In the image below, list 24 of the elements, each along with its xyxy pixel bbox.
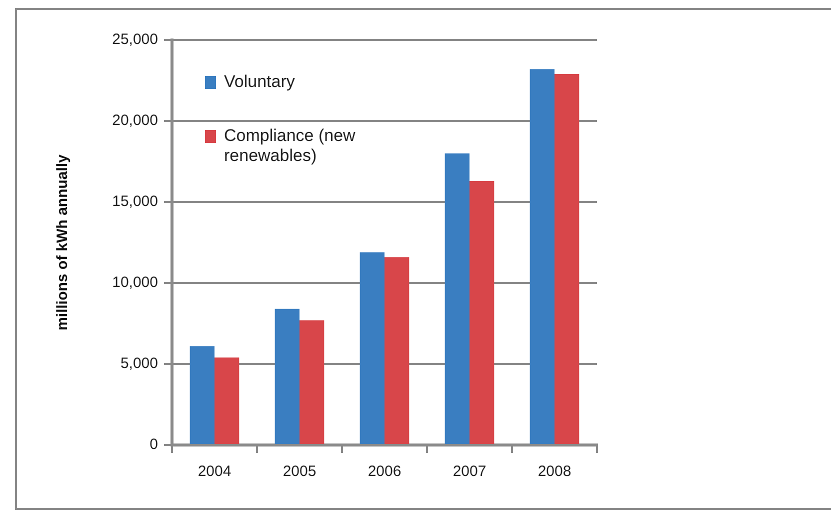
bar [274,308,300,444]
bar [214,358,240,444]
bar [554,74,580,444]
y-tick-label: 25,000 [112,31,158,48]
x-tick-label: 2007 [452,463,486,480]
bar [300,320,324,444]
bar [360,252,384,444]
bar [190,346,214,444]
legend-label: Voluntary [224,72,295,92]
bar [470,180,494,444]
x-tick-label: 2008 [538,463,572,480]
y-tick-label: 15,000 [112,193,158,210]
y-tick-label: 10,000 [112,274,158,292]
x-tick-label: 2006 [368,463,402,480]
y-axis-title: millions of kWh annually [54,154,72,330]
bar [444,153,470,444]
x-tick-label: 2004 [198,463,232,480]
legend-label: Compliance (new renewables) [224,126,356,166]
y-tick-label: 5,000 [120,355,158,372]
y-tick-label: 20,000 [112,112,158,130]
y-tick-label: 0 [150,436,158,454]
bar [530,69,554,444]
bar [384,257,410,444]
x-tick-label: 2005 [282,463,316,480]
